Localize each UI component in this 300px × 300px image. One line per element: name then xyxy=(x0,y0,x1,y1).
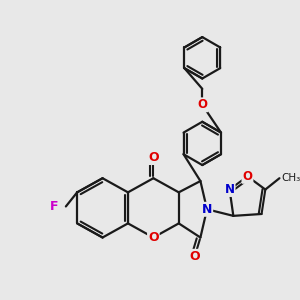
Text: O: O xyxy=(190,250,200,263)
Text: F: F xyxy=(50,200,59,213)
Text: O: O xyxy=(242,170,253,183)
Text: O: O xyxy=(197,98,207,111)
Text: N: N xyxy=(202,203,212,216)
Text: CH₃: CH₃ xyxy=(281,173,300,183)
Text: O: O xyxy=(148,231,159,244)
Text: O: O xyxy=(148,151,159,164)
Text: N: N xyxy=(225,183,235,196)
